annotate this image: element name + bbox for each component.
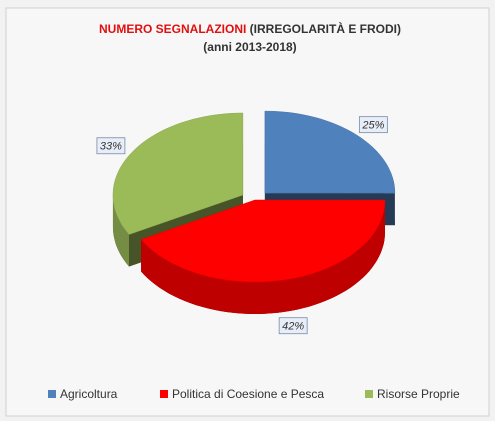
legend-swatch — [48, 390, 56, 398]
legend-label: Agricoltura — [60, 387, 118, 401]
title-main: NUMERO SEGNALAZIONI — [99, 22, 246, 36]
title-note: (IRREGOLARITÀ E FRODI) — [250, 21, 401, 36]
legend-label: Politica di Coesione e Pesca — [172, 387, 324, 401]
chart-subtitle: (anni 2013-2018) — [203, 40, 296, 54]
slice-wall — [112, 195, 129, 267]
pie-slice — [140, 199, 386, 283]
value-label-box — [96, 137, 126, 155]
value-label-box — [278, 317, 308, 335]
value-label: 42% — [282, 321, 304, 333]
slice-wall — [141, 200, 385, 314]
pie-slice-group — [140, 199, 386, 314]
value-label-box — [358, 116, 388, 134]
legend-swatch — [365, 390, 373, 398]
pie-slice — [112, 112, 244, 235]
pie-slice-group — [112, 112, 244, 267]
value-label: 33% — [100, 141, 122, 153]
legend-swatch — [160, 390, 168, 398]
chart-title: NUMERO SEGNALAZIONI (IRREGOLARITÀ E FROD… — [99, 21, 401, 36]
value-label: 25% — [361, 120, 384, 132]
legend-label: Risorse Proprie — [377, 387, 460, 401]
pie-slice — [264, 110, 396, 194]
